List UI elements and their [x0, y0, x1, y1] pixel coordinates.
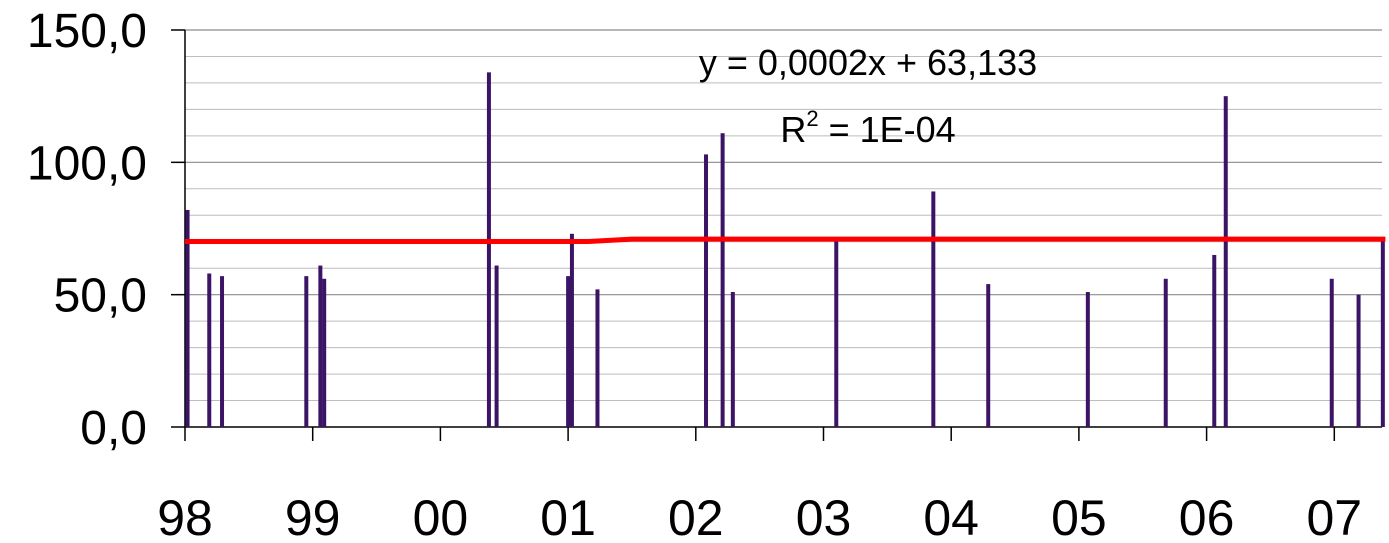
data-bar: [220, 276, 225, 427]
y-tick-label: 50,0: [54, 270, 147, 323]
y-tick-label: 0,0: [80, 402, 147, 455]
data-bar: [494, 265, 499, 427]
grid-lines: [185, 29, 1382, 402]
data-bar: [566, 276, 571, 427]
data-bar: [1212, 254, 1217, 427]
data-bar: [569, 233, 574, 427]
data-bar: [595, 289, 600, 427]
tick-labels: 0,0 50,0 100,0 150,0 98 99 00 01 02 03 04 05 06 07: [27, 5, 1362, 543]
trend-r-squared: R2 = 1E-04: [780, 106, 955, 150]
data-bar: [322, 278, 327, 427]
data-bar: [1223, 96, 1228, 428]
data-bar: [986, 284, 991, 427]
x-tick-label: 07: [1306, 490, 1362, 543]
trend-equation: y = 0,0002x + 63,133: [699, 42, 1037, 83]
x-tick-label: 01: [540, 490, 596, 543]
data-bar: [834, 239, 839, 427]
x-tick-label: 00: [413, 490, 469, 543]
data-bar: [1329, 278, 1334, 427]
x-tick-label: 06: [1179, 490, 1235, 543]
data-bar: [318, 265, 323, 427]
data-bar: [720, 133, 725, 427]
data-bar: [185, 209, 190, 427]
data-bar: [1163, 278, 1168, 427]
data-bar: [486, 72, 491, 427]
data-bar: [207, 273, 212, 427]
x-tick-label: 03: [796, 490, 852, 543]
axes: [171, 29, 1382, 441]
x-tick-label: 98: [157, 490, 213, 543]
data-bar: [730, 292, 735, 427]
r2-prefix: R: [780, 109, 806, 150]
trendline-annotation: y = 0,0002x + 63,133 R2 = 1E-04: [699, 42, 1037, 150]
data-bar: [1380, 239, 1385, 427]
x-tick-label: 02: [668, 490, 724, 543]
r2-value: = 1E-04: [819, 109, 956, 150]
data-bar: [1085, 292, 1090, 427]
x-tick-label: 04: [923, 490, 979, 543]
data-bar: [1356, 294, 1361, 427]
y-tick-label: 150,0: [27, 5, 147, 58]
x-tick-label: 99: [285, 490, 341, 543]
trendline-path: [185, 236, 1386, 244]
y-tick-label: 100,0: [27, 137, 147, 190]
data-bar: [304, 276, 309, 427]
data-bar: [931, 191, 936, 427]
trendline: [185, 236, 1386, 244]
x-tick-label: 05: [1051, 490, 1107, 543]
bar-series: [185, 72, 1385, 428]
data-bar: [704, 154, 709, 428]
r2-superscript: 2: [806, 106, 818, 131]
